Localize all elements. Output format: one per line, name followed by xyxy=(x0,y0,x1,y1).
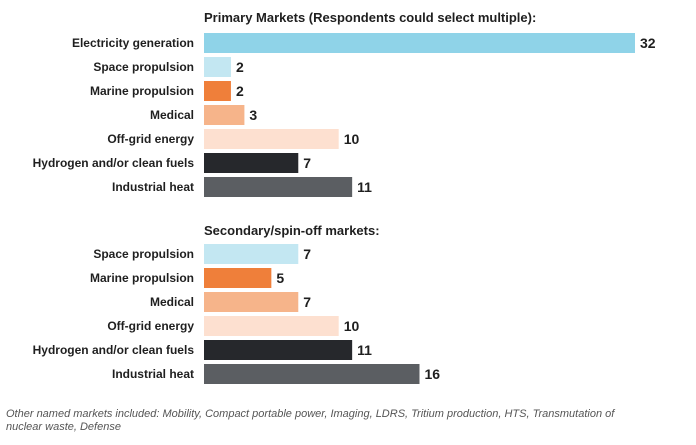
primary-value-medical: 3 xyxy=(249,107,257,123)
secondary-value-medical: 7 xyxy=(303,294,311,310)
primary-value-space-propulsion: 2 xyxy=(236,59,244,75)
primary-bar-medical xyxy=(204,105,245,125)
primary-value-off-grid-energy: 10 xyxy=(344,131,360,147)
secondary-value-marine-propulsion: 5 xyxy=(276,270,284,286)
secondary-value-hydrogen-and-or-clean-fuels: 11 xyxy=(357,342,372,358)
primary-bar-electricity-generation xyxy=(204,33,635,53)
secondary-label-medical: Medical xyxy=(150,295,194,309)
secondary-bar-hydrogen-and-or-clean-fuels xyxy=(204,340,353,360)
secondary-bar-industrial-heat xyxy=(204,364,420,384)
primary-bar-marine-propulsion xyxy=(204,81,231,101)
secondary-value-industrial-heat: 16 xyxy=(425,366,441,382)
primary-label-marine-propulsion: Marine propulsion xyxy=(90,84,194,98)
secondary-label-off-grid-energy: Off-grid energy xyxy=(107,319,194,333)
primary-value-industrial-heat: 11 xyxy=(357,179,372,195)
primary-label-space-propulsion: Space propulsion xyxy=(93,60,194,74)
secondary-label-industrial-heat: Industrial heat xyxy=(112,367,194,381)
primary-label-hydrogen-and-or-clean-fuels: Hydrogen and/or clean fuels xyxy=(33,156,195,170)
secondary-label-hydrogen-and-or-clean-fuels: Hydrogen and/or clean fuels xyxy=(33,343,195,357)
primary-value-electricity-generation: 32 xyxy=(640,35,656,51)
primary-label-medical: Medical xyxy=(150,108,194,122)
primary-bar-space-propulsion xyxy=(204,57,231,77)
primary-bar-hydrogen-and-or-clean-fuels xyxy=(204,153,299,173)
secondary-bar-off-grid-energy xyxy=(204,316,339,336)
secondary-markets-chart: Space propulsion 7 Marine propulsion 5 Medic… xyxy=(33,244,441,384)
primary-label-off-grid-energy: Off-grid energy xyxy=(107,132,194,146)
footnote: Other named markets included: Mobility, … xyxy=(6,408,615,433)
market-bar-charts: Primary Markets (Respondents could selec… xyxy=(33,10,656,384)
primary-markets-title: Primary Markets (Respondents could selec… xyxy=(204,10,536,25)
primary-value-marine-propulsion: 2 xyxy=(236,83,244,99)
secondary-value-off-grid-energy: 10 xyxy=(344,318,360,334)
primary-label-electricity-generation: Electricity generation xyxy=(72,36,194,50)
secondary-label-space-propulsion: Space propulsion xyxy=(93,247,194,261)
primary-value-hydrogen-and-or-clean-fuels: 7 xyxy=(303,155,311,171)
secondary-bar-medical xyxy=(204,292,299,312)
secondary-bar-marine-propulsion xyxy=(204,268,272,288)
primary-label-industrial-heat: Industrial heat xyxy=(112,180,194,194)
secondary-markets-title: Secondary/spin-off markets: xyxy=(204,223,380,238)
primary-bar-off-grid-energy xyxy=(204,129,339,149)
primary-bar-industrial-heat xyxy=(204,177,353,197)
secondary-bar-space-propulsion xyxy=(204,244,299,264)
secondary-label-marine-propulsion: Marine propulsion xyxy=(90,271,194,285)
secondary-value-space-propulsion: 7 xyxy=(303,246,311,262)
